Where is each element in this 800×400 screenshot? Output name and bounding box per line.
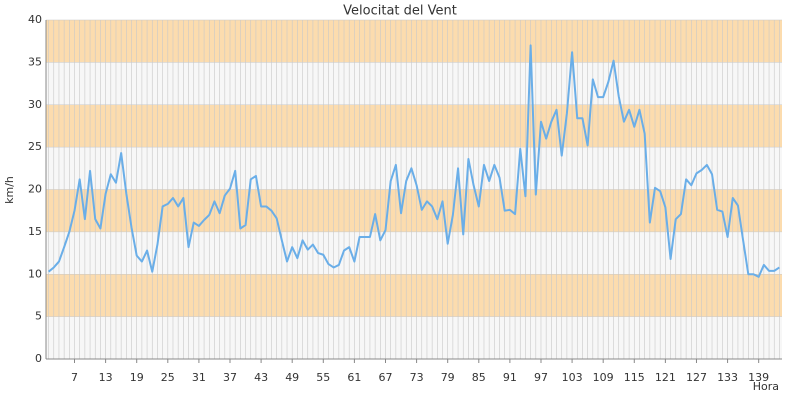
- x-tick-label: 25: [161, 371, 175, 384]
- y-tick-label: 15: [28, 225, 42, 238]
- band: [46, 104, 782, 148]
- y-tick-label: 0: [35, 352, 42, 365]
- line-series: [47, 44, 780, 278]
- x-tick-label: 55: [316, 371, 330, 384]
- x-tick-label: 43: [254, 371, 268, 384]
- x-tick-label: 103: [562, 371, 583, 384]
- y-tick-label: 40: [28, 13, 42, 26]
- x-tick-label: 79: [441, 371, 455, 384]
- y-tick-label: 20: [28, 183, 42, 196]
- x-tick-label: 109: [593, 371, 614, 384]
- x-tick-label: 139: [748, 371, 769, 384]
- x-tick-label: 19: [130, 371, 144, 384]
- y-tick-label: 10: [28, 267, 42, 280]
- y-tick-label: 5: [35, 310, 42, 323]
- x-tick-label: 7: [71, 371, 78, 384]
- y-axis-label: km/h: [3, 176, 16, 204]
- band: [46, 20, 782, 63]
- y-tick-label: 25: [28, 140, 42, 153]
- x-tick-label: 31: [192, 371, 206, 384]
- x-tick-label: 97: [534, 371, 548, 384]
- x-tick-label: 127: [686, 371, 707, 384]
- y-tick-label: 35: [28, 55, 42, 68]
- x-tick-label: 133: [717, 371, 738, 384]
- x-tick-label: 37: [223, 371, 237, 384]
- y-tick-label: 30: [28, 98, 42, 111]
- band: [46, 274, 782, 317]
- x-tick-label: 49: [285, 371, 299, 384]
- chart-title: Velocitat del Vent: [343, 4, 457, 19]
- x-tick-label: 73: [410, 371, 424, 384]
- x-tick-label: 67: [378, 371, 392, 384]
- x-tick-label: 121: [655, 371, 676, 384]
- x-tick-label: 115: [624, 371, 645, 384]
- x-tick-label: 91: [503, 371, 517, 384]
- x-tick-label: 85: [472, 371, 486, 384]
- band: [46, 189, 782, 232]
- x-tick-label: 13: [99, 371, 113, 384]
- x-axis-label: Hora: [753, 380, 779, 393]
- x-tick-label: 61: [347, 371, 361, 384]
